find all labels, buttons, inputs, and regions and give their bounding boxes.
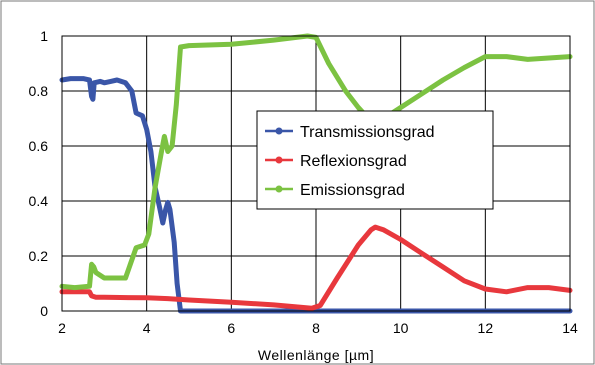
- legend: Transmissionsgrad Reflexionsgrad Emissions…: [256, 110, 494, 210]
- x-tick-label: 2: [58, 320, 66, 336]
- x-tick-label: 8: [312, 320, 320, 336]
- y-tick-label: 0: [40, 303, 48, 319]
- x-tick-label: 14: [562, 320, 578, 336]
- x-tick-label: 4: [143, 320, 151, 336]
- legend-box: [256, 110, 494, 210]
- legend-label: Emissionsgrad: [300, 182, 405, 199]
- x-axis-label: Wellenlänge [µm]: [258, 347, 374, 363]
- y-tick-label: 0.2: [29, 248, 49, 264]
- legend-label: Reflexionsgrad: [300, 153, 407, 170]
- y-tick-label: 0.4: [29, 193, 49, 209]
- x-tick-label: 12: [478, 320, 494, 336]
- x-tick-label: 6: [227, 320, 235, 336]
- series-line-3: [59, 33, 573, 291]
- tick-labels: 2 4 6 8 10 12 14 0 0.2 0.4 0.6 0.8 1: [29, 28, 578, 336]
- legend-swatch-marker: [275, 156, 283, 164]
- legend-label: Transmissionsgrad: [300, 124, 435, 141]
- series-line-2: [59, 224, 573, 311]
- plot-area-frame: [61, 35, 571, 312]
- legend-swatch-marker: [275, 127, 283, 135]
- y-tick-label: 1: [40, 28, 48, 44]
- y-tick-label: 0.6: [29, 138, 49, 154]
- legend-swatch-marker: [275, 185, 283, 193]
- y-tick-label: 0.8: [29, 83, 49, 99]
- x-tick-label: 10: [393, 320, 409, 336]
